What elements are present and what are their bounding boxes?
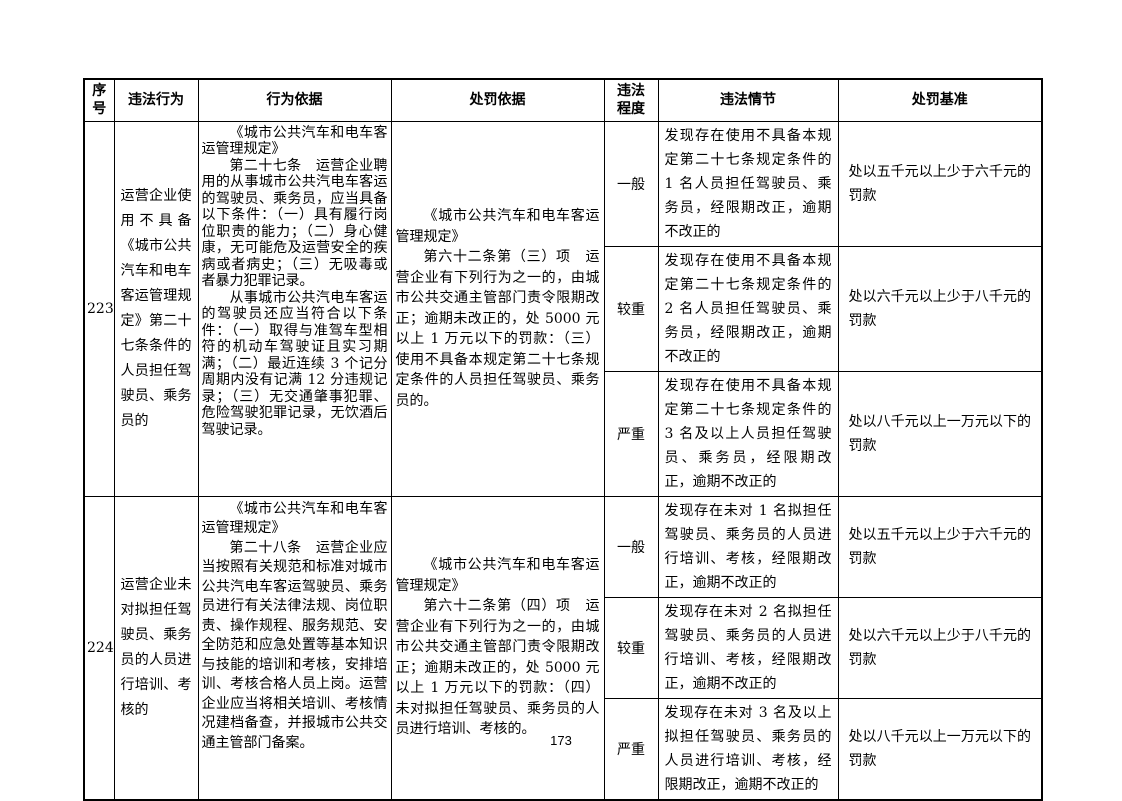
legal-paragraph: 第二十八条 运营企业应当按照有关规范和标准对城市公共汽电车客运驾驶员、乘务员进行… (201, 539, 388, 751)
cell-penalty-basis-223: 《城市公共汽车和电车客运管理规定》 第六十二条第（三）项 运营企业有下列行为之一… (390, 120, 605, 497)
cell-circumstance-224-heavier: 发现存在未对 2 名拟担任驾驶员、乘务员的人员进行培训、考核，经限期改正，逾期不… (657, 596, 839, 699)
document-page: 序号 违法行为 行为依据 处罚依据 违法程度 违法情节 处罚基准 223 运营企… (83, 78, 1043, 801)
cell-penalty-224-general: 处以五千元以上少于六千元的罚款 (837, 495, 1043, 598)
col-header-penalty-standard: 处罚基准 (837, 78, 1043, 122)
col-header-penalty-basis: 处罚依据 (390, 78, 605, 122)
cell-serial-223: 223 (83, 120, 115, 497)
cell-degree-223-heavier: 较重 (603, 245, 659, 372)
page-number: 173 (550, 733, 572, 748)
legal-paragraph: 《城市公共汽车和电车客运管理规定》 (201, 124, 388, 158)
cell-circumstance-223-severe: 发现存在使用不具备本规定第二十七条规定条件的 3 名及以上人员担任驾驶员、乘务员… (657, 370, 839, 497)
cell-degree-224-heavier: 较重 (603, 596, 659, 699)
cell-circumstance-223-general: 发现存在使用不具备本规定第二十七条规定条件的 1 名人员担任驾驶员、乘务员，经限… (657, 120, 839, 247)
cell-serial-224: 224 (83, 495, 115, 800)
table-row-223-heavier: 较重 发现存在使用不具备本规定第二十七条规定条件的 2 名人员担任驾驶员、乘务员… (84, 245, 1043, 372)
cell-penalty-223-heavier: 处以六千元以上少于八千元的罚款 (837, 245, 1043, 372)
cell-degree-224-general: 一般 (603, 495, 659, 598)
table-row-224-heavier: 较重 发现存在未对 2 名拟担任驾驶员、乘务员的人员进行培训、考核，经限期改正，… (84, 596, 1043, 699)
legal-paragraph: 第六十二条第（四）项 运营企业有下列行为之一的，由城市公共交通主管部门责令限期改… (395, 598, 600, 738)
cell-penalty-224-severe: 处以八千元以上一万元以下的罚款 (837, 697, 1043, 800)
cell-penalty-223-severe: 处以八千元以上一万元以下的罚款 (837, 370, 1043, 497)
cell-penalty-223-general: 处以五千元以上少于六千元的罚款 (837, 120, 1043, 247)
table-row-223-severe: 严重 发现存在使用不具备本规定第二十七条规定条件的 3 名及以上人员担任驾驶员、… (84, 370, 1043, 497)
table-header-row: 序号 违法行为 行为依据 处罚依据 违法程度 违法情节 处罚基准 (83, 78, 1043, 122)
cell-behavior-basis-223: 《城市公共汽车和电车客运管理规定》 第二十七条 运营企业聘用的从事城市公共汽电车… (197, 120, 392, 497)
table-row-224-general: 224 运营企业未对拟担任驾驶员、乘务员的人员进行培训、考核的 《城市公共汽车和… (83, 495, 1043, 800)
legal-paragraph: 从事城市公共汽电车客运的驾驶员还应当符合以下条件：（一）取得与准驾车型相符的机动… (201, 289, 388, 438)
col-header-degree: 违法程度 (603, 78, 659, 122)
cell-degree-223-severe: 严重 (603, 370, 659, 497)
penalty-standards-table: 序号 违法行为 行为依据 处罚依据 违法程度 违法情节 处罚基准 223 运营企… (83, 78, 1043, 801)
col-header-serial: 序号 (83, 78, 115, 122)
col-header-behavior-basis: 行为依据 (197, 78, 392, 122)
legal-paragraph: 《城市公共汽车和电车客运管理规定》 (395, 557, 600, 594)
cell-violation-224: 运营企业未对拟担任驾驶员、乘务员的人员进行培训、考核的 (113, 495, 199, 800)
col-header-circumstance: 违法情节 (657, 78, 839, 122)
cell-degree-223-general: 一般 (603, 120, 659, 247)
cell-behavior-basis-224: 《城市公共汽车和电车客运管理规定》 第二十八条 运营企业应当按照有关规范和标准对… (197, 495, 392, 800)
table-row-224-severe: 严重 发现存在未对 3 名及以上拟担任驾驶员、乘务员的人员进行培训、考核，经限期… (84, 697, 1043, 800)
cell-violation-223: 运营企业使用不具备《城市公共汽车和电车客运管理规定》第二十七条条件的人员担任驾驶… (113, 120, 199, 497)
table-row-223-general: 223 运营企业使用不具备《城市公共汽车和电车客运管理规定》第二十七条条件的人员… (83, 120, 1043, 497)
legal-paragraph: 《城市公共汽车和电车客运管理规定》 (395, 208, 600, 245)
legal-paragraph: 第二十七条 运营企业聘用的从事城市公共汽电车客运的驾驶员、乘务员，应当具备以下条… (201, 157, 388, 290)
col-header-violation: 违法行为 (113, 78, 199, 122)
cell-penalty-basis-224: 《城市公共汽车和电车客运管理规定》 第六十二条第（四）项 运营企业有下列行为之一… (390, 495, 605, 800)
cell-degree-224-severe: 严重 (603, 697, 659, 800)
cell-penalty-224-heavier: 处以六千元以上少于八千元的罚款 (837, 596, 1043, 699)
cell-circumstance-224-general: 发现存在未对 1 名拟担任驾驶员、乘务员的人员进行培训、考核，经限期改正，逾期不… (657, 495, 839, 598)
cell-circumstance-224-severe: 发现存在未对 3 名及以上拟担任驾驶员、乘务员的人员进行培训、考核，经限期改正，… (657, 697, 839, 800)
cell-circumstance-223-heavier: 发现存在使用不具备本规定第二十七条规定条件的 2 名人员担任驾驶员、乘务员，经限… (657, 245, 839, 372)
legal-paragraph: 《城市公共汽车和电车客运管理规定》 (201, 500, 388, 537)
legal-paragraph: 第六十二条第（三）项 运营企业有下列行为之一的，由城市公共交通主管部门责令限期改… (395, 249, 600, 409)
